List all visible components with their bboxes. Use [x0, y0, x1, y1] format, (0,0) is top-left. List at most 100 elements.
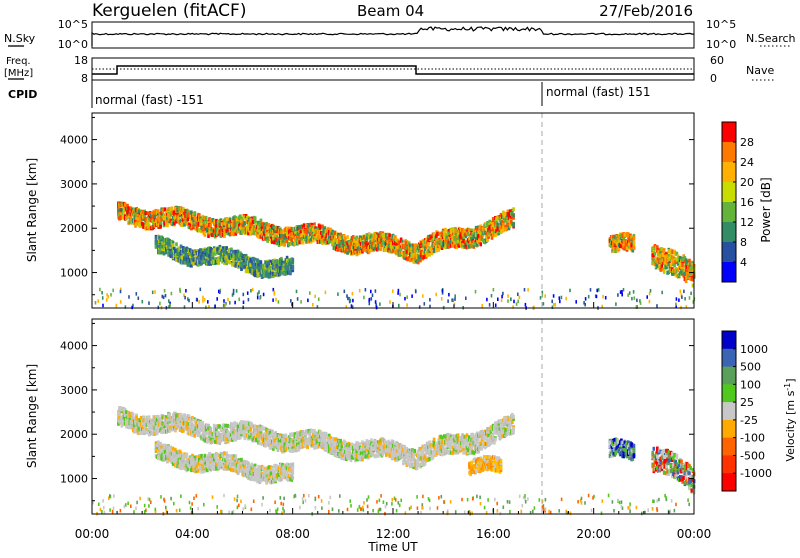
range-gate-cell: [209, 427, 212, 431]
range-gate-cell: [292, 265, 295, 269]
clutter-cell: [154, 290, 156, 294]
clutter-cell: [596, 295, 598, 299]
clutter-cell: [453, 304, 455, 308]
range-gate-cell: [492, 217, 495, 221]
range-gate-cell: [205, 216, 208, 220]
range-gate-cell: [292, 261, 295, 265]
range-gate-cell: [225, 246, 228, 250]
colorbar-tick-label: 8: [740, 236, 747, 249]
colorbar-tick-label: 12: [740, 216, 754, 229]
range-gate-cell: [129, 220, 132, 224]
clutter-cell: [650, 289, 652, 293]
clutter-cell: [227, 298, 229, 302]
clutter-cell: [369, 302, 371, 306]
clutter-cell: [561, 296, 563, 300]
range-gate-cell: [229, 260, 232, 264]
range-gate-cell: [427, 242, 430, 246]
clutter-cell: [337, 292, 339, 296]
range-gate-cell: [280, 231, 283, 235]
clutter-cell: [575, 300, 577, 304]
range-gate-cell: [187, 217, 190, 221]
clutter-cell: [352, 292, 354, 296]
range-gate-cell: [444, 228, 447, 232]
clutter-cell: [300, 300, 302, 304]
clutter-cell: [631, 297, 633, 301]
clutter-cell: [236, 289, 238, 293]
range-gate-cell: [216, 247, 219, 251]
clutter-cell: [429, 298, 431, 302]
range-gate-cell: [231, 263, 234, 267]
y-tick-label: 4000: [60, 134, 88, 147]
range-gate-cell: [366, 237, 369, 241]
range-gate-cell: [663, 270, 666, 274]
range-gate-cell: [624, 233, 627, 237]
clutter-cell: [168, 299, 170, 303]
clutter-cell: [224, 304, 226, 308]
clutter-cell: [559, 300, 561, 304]
clutter-cell: [102, 304, 104, 308]
noise-right-tick-top: 10^5: [706, 18, 736, 31]
clutter-cell: [198, 300, 200, 304]
colorbar-tick-label: 24: [740, 156, 754, 169]
clutter-cell: [120, 300, 122, 304]
range-gate-cell: [180, 413, 183, 417]
clutter-cell: [223, 304, 225, 308]
clutter-cell: [318, 298, 320, 302]
range-gate-cell: [151, 215, 154, 219]
clutter-cell: [517, 293, 519, 297]
clutter-cell: [297, 297, 299, 301]
clutter-cell: [507, 299, 509, 303]
clutter-cell: [415, 290, 417, 294]
clutter-cell: [398, 304, 400, 308]
range-gate-cell: [209, 224, 212, 228]
range-gate-cell: [203, 254, 206, 258]
range-gate-cell: [433, 233, 436, 237]
range-gate-cell: [654, 252, 657, 256]
clutter-cell: [107, 295, 109, 299]
range-gate-cell: [212, 439, 215, 443]
clutter-cell: [621, 290, 623, 294]
clutter-cell: [452, 299, 454, 303]
clutter-cell: [675, 303, 677, 307]
range-gate-cell: [186, 421, 189, 425]
clutter-cell: [185, 289, 187, 293]
range-gate-cell: [124, 203, 127, 207]
clutter-cell: [234, 301, 236, 305]
range-gate-cell: [499, 218, 502, 222]
range-gate-cell: [182, 429, 185, 433]
clutter-cell: [95, 301, 97, 305]
clutter-cell: [634, 296, 636, 300]
clutter-cell: [501, 299, 503, 303]
clutter-cell: [106, 298, 108, 302]
range-gate-cell: [134, 430, 137, 434]
range-gate-cell: [254, 216, 257, 220]
clutter-cell: [605, 296, 607, 300]
range-gate-cell: [336, 240, 339, 244]
range-gate-cell: [175, 242, 178, 246]
station-title: Kerguelen (fitACF): [92, 1, 246, 21]
clutter-cell: [501, 295, 503, 299]
clutter-cell: [138, 297, 140, 301]
clutter-cell: [243, 293, 245, 297]
clutter-cell: [350, 299, 352, 303]
range-gate-cell: [198, 229, 201, 233]
range-gate-cell: [126, 421, 129, 425]
clutter-cell: [214, 305, 216, 309]
colorbar-tick-label: 4: [740, 256, 747, 269]
range-gate-cell: [633, 236, 636, 240]
clutter-cell: [553, 294, 555, 298]
range-gate-cell: [686, 260, 689, 264]
range-gate-cell: [157, 209, 160, 213]
range-gate-cell: [147, 211, 150, 215]
clutter-cell: [120, 290, 122, 294]
clutter-cell: [372, 294, 374, 298]
range-gate-cell: [166, 223, 169, 227]
clutter-cell: [489, 303, 491, 307]
range-gate-cell: [244, 221, 247, 225]
range-gate-cell: [273, 240, 276, 244]
clutter-cell: [598, 288, 600, 292]
range-gate-cell: [503, 214, 506, 218]
clutter-cell: [649, 300, 651, 304]
colorbar-swatch: [722, 262, 736, 283]
noise-panel: N.Sky 10^5 10^0 10^5 10^0 N.Search: [4, 18, 796, 51]
